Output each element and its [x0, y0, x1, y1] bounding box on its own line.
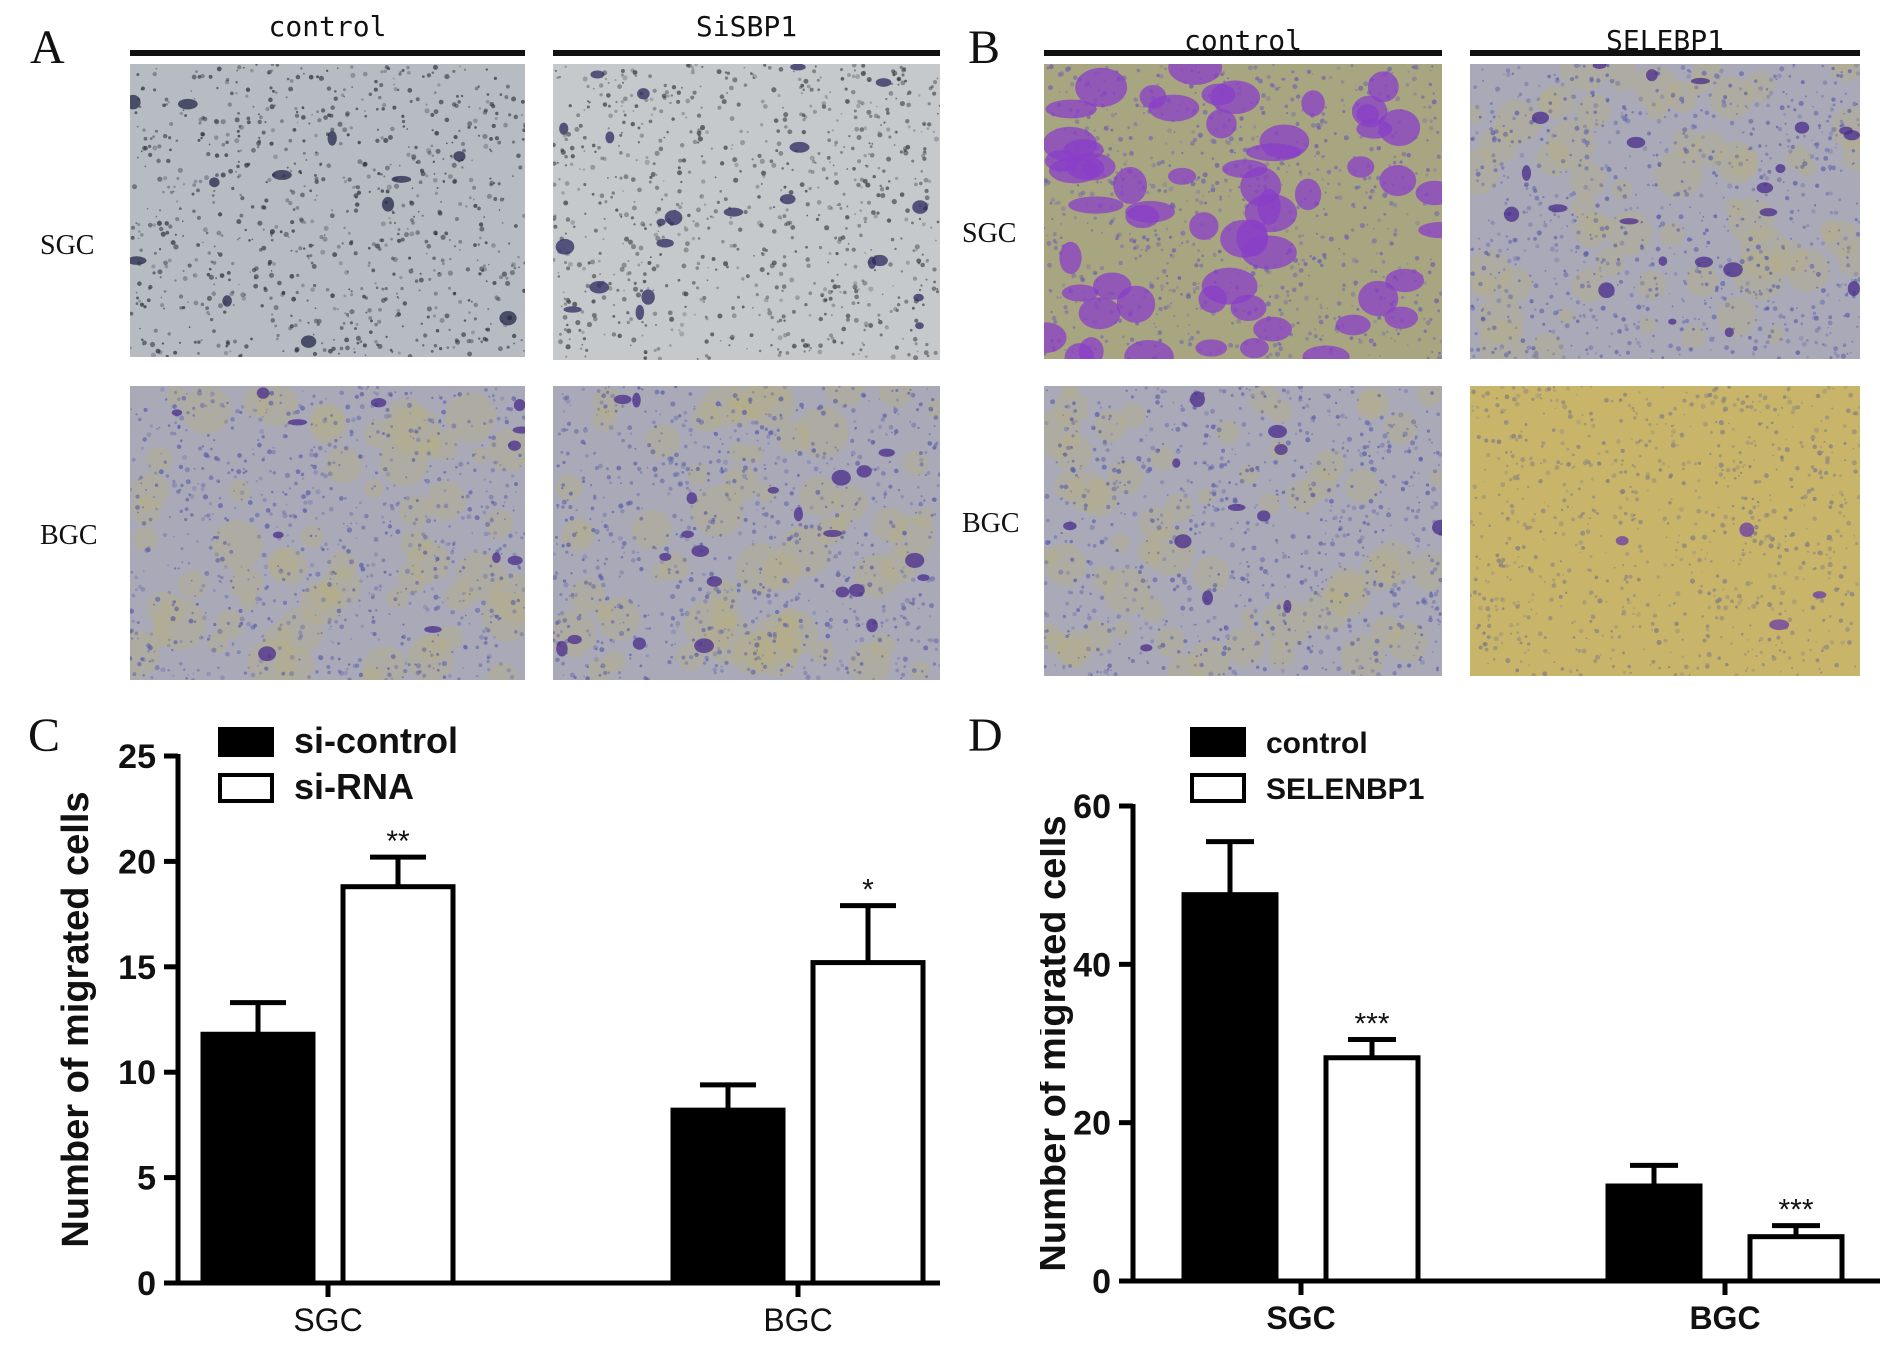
- panel-b-header-line-selebp1: [1470, 50, 1860, 56]
- panel-a-col-control: control: [268, 10, 387, 43]
- chart-c-ytick-label: 0: [137, 1265, 156, 1303]
- chart-c-bar-bgc-1: [810, 960, 926, 1286]
- panel-b-letter: B: [968, 21, 1001, 74]
- chart-d-bar-sgc-0: [1181, 892, 1279, 1284]
- chart-d-bar-bgc-0: [1605, 1183, 1703, 1284]
- chart-d-bar-bgc-1: [1747, 1234, 1845, 1284]
- chart-c-category-label: SGC: [293, 1302, 362, 1338]
- panel-a-col-sisbp1: SiSBP1: [695, 10, 798, 43]
- micrograph-a-bgc-sisbp1: [553, 386, 940, 680]
- chart-c-ytick-label: 15: [118, 949, 156, 987]
- chart-c-bar-bgc-0: [670, 1107, 786, 1286]
- micrograph-a-bgc-control: [130, 386, 525, 680]
- chart-c-ytick-label: 5: [137, 1160, 156, 1198]
- panel-b-header-line-control: [1044, 50, 1442, 56]
- micrograph-b-sgc-selebp1: [1470, 64, 1860, 359]
- panel-b-row-bgc: BGC: [962, 508, 1020, 539]
- panel-c-letter: C: [28, 709, 61, 762]
- micrograph-a-sgc-sisbp1: [553, 64, 940, 360]
- chart-d-ytick-label: 20: [1073, 1105, 1111, 1143]
- panel-a-letter: A: [30, 21, 65, 74]
- chart-d-category-label: SGC: [1266, 1300, 1335, 1336]
- micrograph-b-bgc-selebp1: [1470, 386, 1860, 676]
- chart-c: 0 5 10 15 20 25 Number of migrated cells ** SGC *…: [55, 720, 940, 1338]
- panel-a-header-line-control: [130, 50, 525, 56]
- chart-d-legend-label: control: [1266, 727, 1368, 760]
- chart-c-significance: *: [862, 874, 874, 907]
- chart-d-significance: ***: [1354, 1008, 1389, 1041]
- chart-c-legend-label: si-RNA: [294, 766, 414, 807]
- chart-d-bar-sgc-1: [1323, 1055, 1421, 1284]
- chart-c-legend-swatch: [218, 727, 274, 757]
- panel-b-row-sgc: SGC: [962, 218, 1017, 249]
- chart-c-legend-swatch: [218, 773, 274, 803]
- panel-d-letter: D: [968, 709, 1003, 762]
- chart-d-category-label: BGC: [1689, 1300, 1760, 1336]
- chart-c-significance: **: [386, 825, 410, 858]
- chart-d-significance: ***: [1778, 1194, 1813, 1227]
- chart-d-legend-label: SELENBP1: [1266, 773, 1424, 806]
- chart-c-ytick-label: 10: [118, 1054, 156, 1092]
- chart-c-bar-sgc-0: [200, 1031, 316, 1286]
- micrograph-a-sgc-control: [130, 64, 525, 357]
- chart-c-ylabel: Number of migrated cells: [55, 791, 97, 1247]
- chart-d-ylabel: Number of migrated cells: [1040, 815, 1074, 1271]
- chart-d-ytick-label: 40: [1073, 946, 1111, 984]
- chart-d-legend-swatch: [1190, 727, 1246, 757]
- chart-c-category-label: BGC: [763, 1302, 832, 1338]
- panel-a-header-line-sisbp1: [553, 50, 940, 56]
- chart-d-legend-swatch: [1190, 773, 1246, 803]
- chart-c-ytick-label: 20: [118, 843, 156, 881]
- micrograph-b-sgc-control: [1044, 64, 1442, 359]
- chart-d-ytick-label: 0: [1092, 1263, 1111, 1301]
- chart-d-ytick-label: 60: [1073, 788, 1111, 826]
- chart-c-legend-label: si-control: [294, 720, 458, 761]
- chart-c-ytick-label: 25: [118, 738, 156, 776]
- panel-a-row-sgc: SGC: [40, 230, 95, 261]
- panel-a-row-bgc: BGC: [40, 520, 98, 551]
- chart-c-bar-sgc-1: [340, 884, 456, 1286]
- micrograph-b-bgc-control: [1044, 386, 1442, 676]
